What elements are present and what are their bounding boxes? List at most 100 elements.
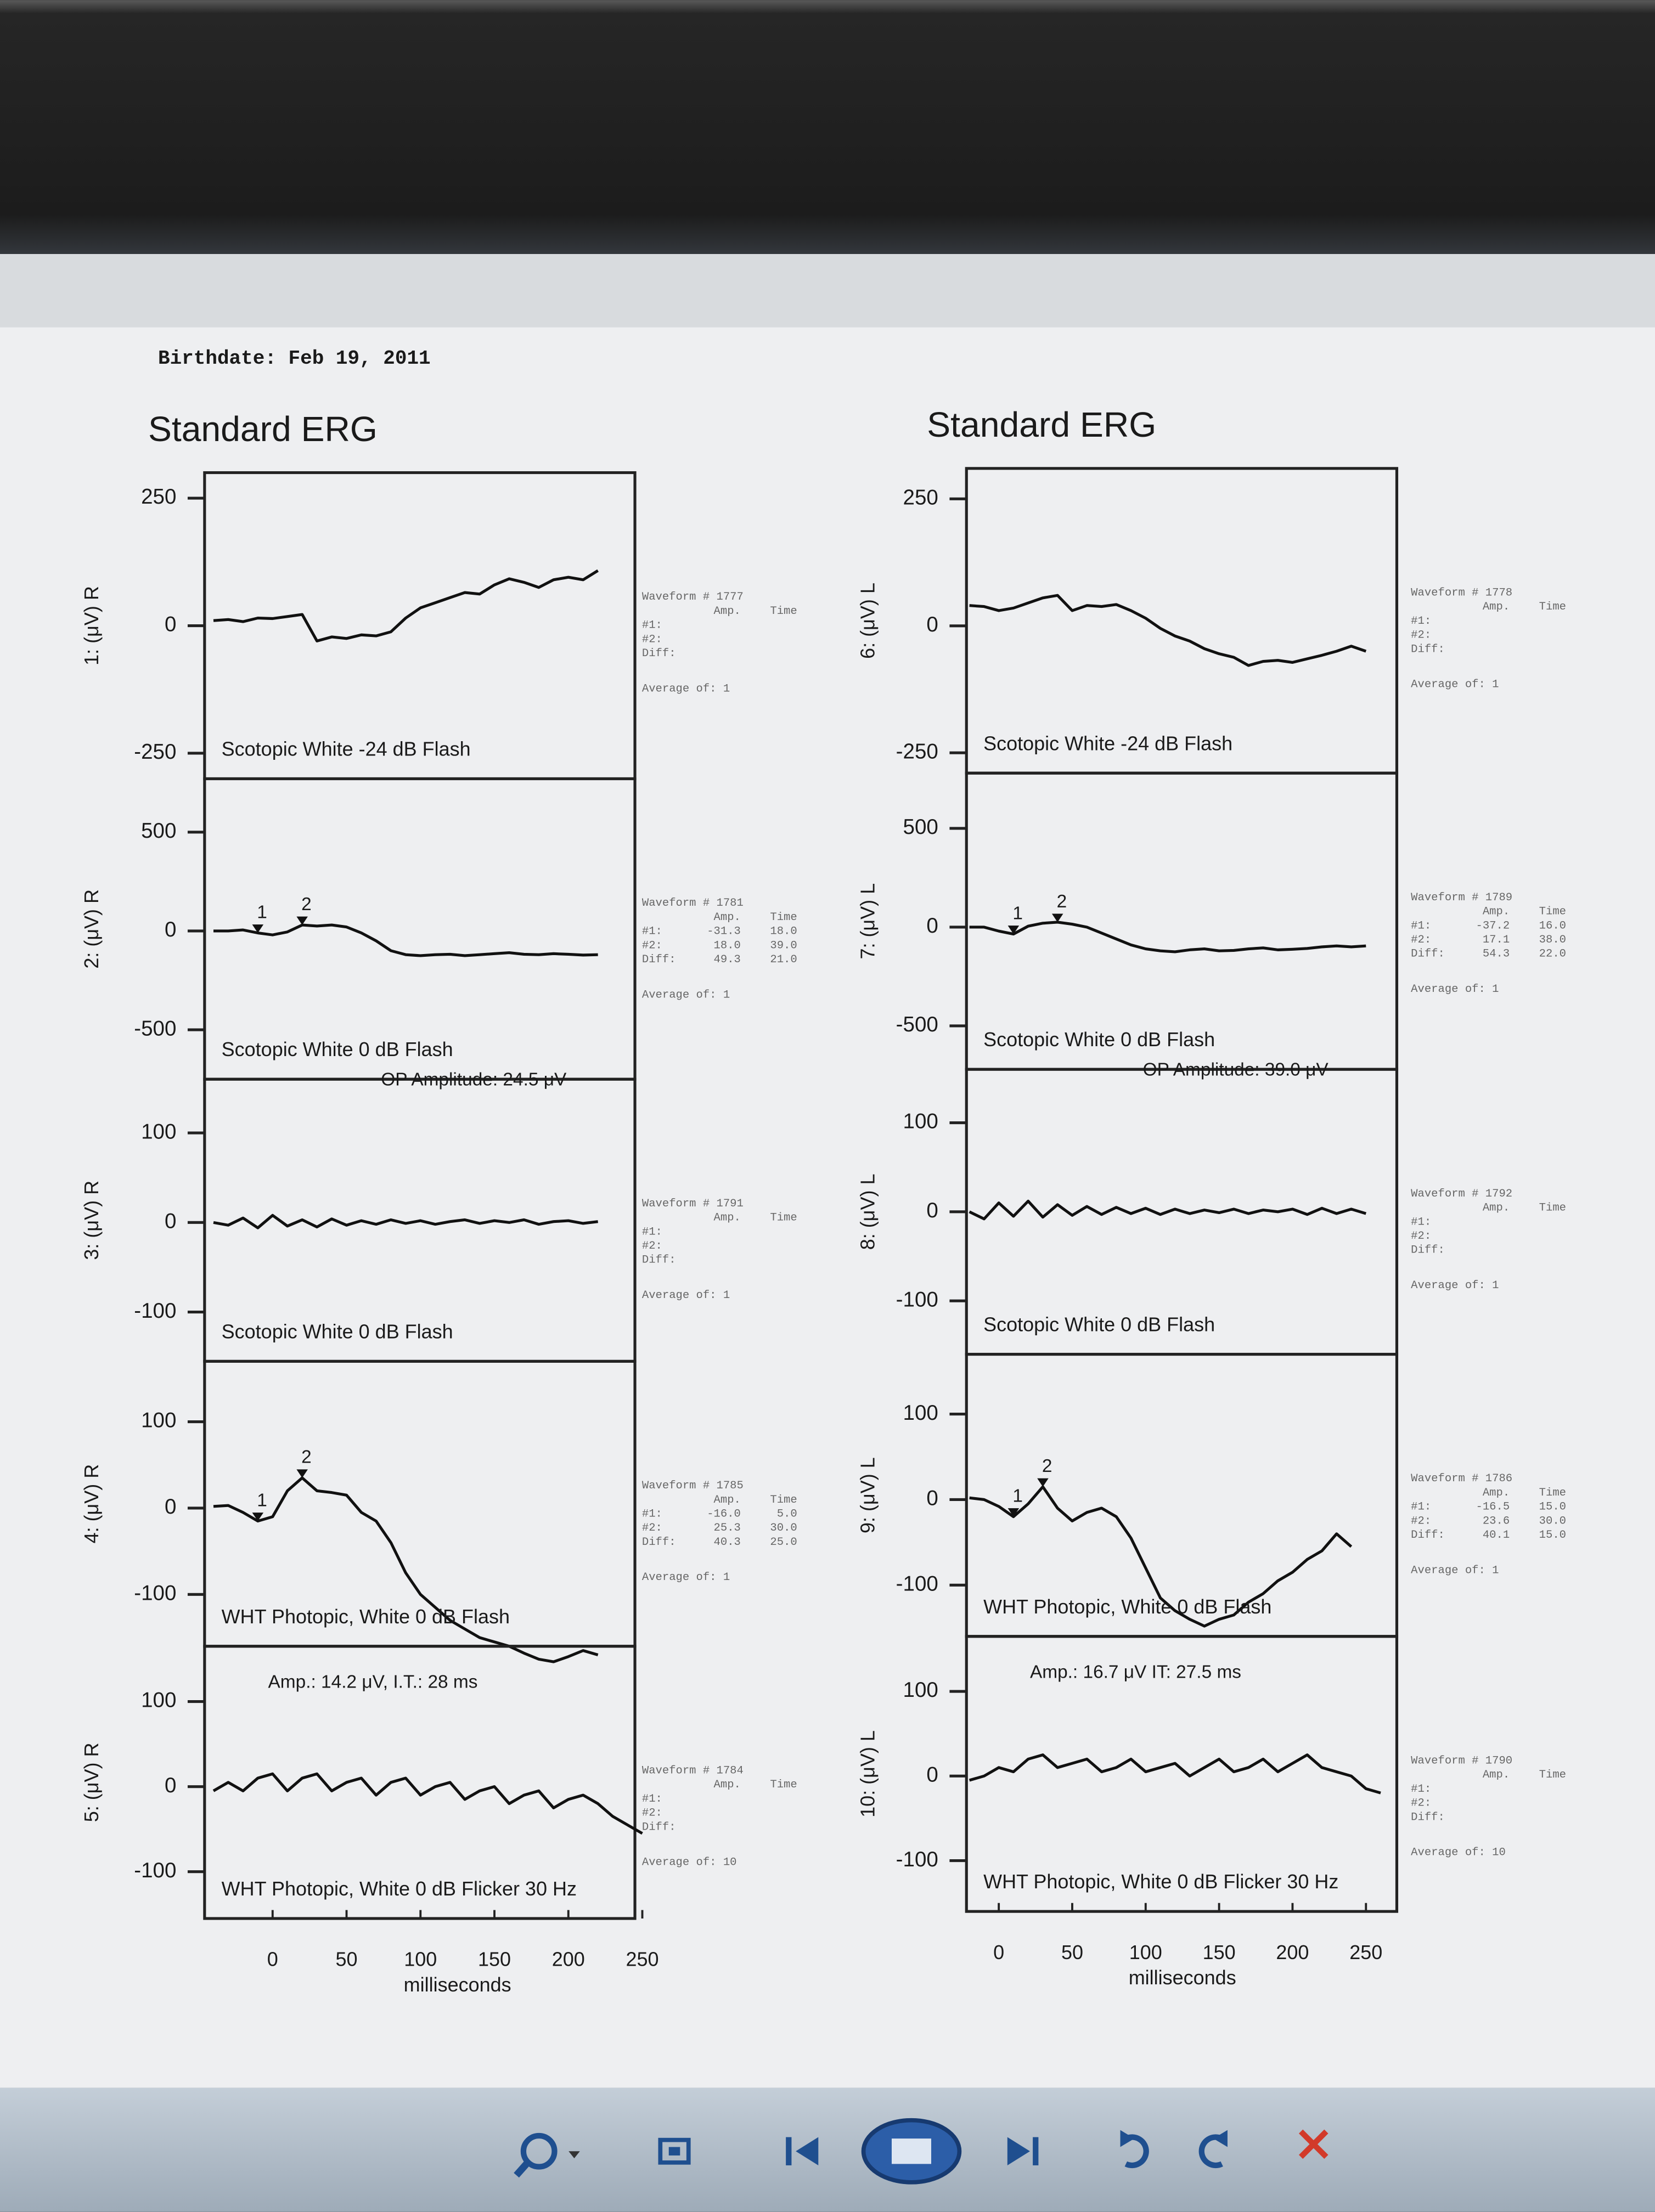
y-tick-label: -250	[134, 740, 176, 764]
y-axis-label: 7: (μV) L	[856, 883, 879, 960]
info-cell: 40.3	[714, 1536, 741, 1549]
y-tick-label: 0	[926, 1487, 938, 1510]
info-column: Amp.	[1483, 1202, 1510, 1215]
condition-label: WHT Photopic, White 0 dB Flash	[983, 1595, 1271, 1618]
condition-label: Scotopic White -24 dB Flash	[222, 738, 471, 760]
average-count: Average of: 1	[1411, 1279, 1499, 1292]
condition-label: Scotopic White -24 dB Flash	[983, 732, 1232, 754]
rotate-right-button[interactable]	[1198, 2130, 1228, 2169]
y-tick-label: 250	[903, 486, 938, 510]
waveform	[969, 594, 1367, 667]
info-cell: Diff:	[1411, 1244, 1445, 1257]
peak-label: 2	[301, 894, 312, 915]
measurement-annotation: Amp.: 16.7 μV IT: 27.5 ms	[1030, 1662, 1241, 1682]
next-button[interactable]	[1007, 2137, 1039, 2165]
peak-marker	[252, 924, 264, 933]
info-cell: #1:	[642, 1793, 662, 1805]
info-cell: Diff:	[642, 647, 676, 660]
charts: 1: (μV) R -250 0 250 Scotopic White -24 dB F…	[80, 467, 1566, 1996]
y-tick-label: 0	[165, 918, 176, 941]
info-cell: #2:	[1411, 934, 1431, 946]
peak-marker	[296, 1469, 308, 1478]
info-cell: #2:	[1411, 1515, 1431, 1527]
fit-button[interactable]	[658, 2137, 691, 2165]
monitor-bezel	[0, 0, 1655, 268]
y-axis-label: 8: (μV) L	[856, 1173, 879, 1250]
info-column: Time	[770, 1494, 797, 1506]
y-tick-label: 0	[165, 1495, 176, 1519]
info-cell: 30.0	[1539, 1515, 1566, 1527]
info-cell: #2:	[1411, 1230, 1431, 1243]
peak-marker	[1051, 913, 1063, 922]
measurement-annotation: OP Amplitude: 39.0 μV	[1143, 1060, 1329, 1080]
rotate-left-button[interactable]	[1120, 2130, 1149, 2169]
peak-label: 1	[1012, 1486, 1023, 1506]
info-cell: 18.0	[714, 939, 741, 952]
y-tick-label: -100	[134, 1299, 176, 1323]
waveform-id: Waveform # 1777	[642, 591, 744, 603]
info-cell: 38.0	[1539, 934, 1566, 946]
x-tick-label: 200	[1276, 1941, 1309, 1963]
average-count: Average of: 1	[642, 682, 730, 695]
y-axis-label: 1: (μV) R	[80, 586, 103, 665]
y-tick-label: 100	[903, 1678, 938, 1702]
info-cell: 39.0	[770, 939, 797, 952]
y-axis-label: 5: (μV) R	[80, 1743, 103, 1822]
y-tick-label: 100	[141, 1120, 176, 1143]
info-cell: Diff:	[1411, 1529, 1445, 1542]
average-count: Average of: 1	[642, 1571, 730, 1584]
info-cell: 25.0	[770, 1536, 797, 1549]
measurement-annotation: OP Amplitude: 24.5 μV	[381, 1070, 567, 1090]
condition-label: WHT Photopic, White 0 dB Flash	[222, 1605, 510, 1628]
x-axis-label: milliseconds	[404, 1973, 511, 1996]
x-axis-label: milliseconds	[1129, 1966, 1236, 1989]
info-cell: #1:	[642, 926, 662, 938]
x-tick-label: 150	[1203, 1941, 1236, 1963]
peak-marker	[296, 916, 308, 926]
average-count: Average of: 10	[642, 1857, 737, 1869]
condition-label: Scotopic White 0 dB Flash	[222, 1320, 453, 1342]
waveform-id: Waveform # 1784	[642, 1764, 744, 1777]
info-cell: #1:	[1411, 1501, 1431, 1514]
peak-label: 2	[1042, 1456, 1052, 1476]
waveform	[969, 1753, 1381, 1795]
condition-label: Scotopic White 0 dB Flash	[983, 1028, 1215, 1051]
delete-button[interactable]	[1298, 2129, 1328, 2159]
info-cell: 17.1	[1483, 934, 1510, 946]
waveform	[212, 1772, 643, 1835]
x-tick-label: 200	[552, 1948, 585, 1971]
condition-label: Scotopic White 0 dB Flash	[222, 1038, 453, 1060]
y-tick-label: 0	[926, 1199, 938, 1222]
info-cell: 30.0	[770, 1522, 797, 1534]
measurement-annotation: Amp.: 14.2 μV, I.T.: 28 ms	[268, 1672, 478, 1692]
waveform-id: Waveform # 1778	[1411, 587, 1512, 600]
info-cell: #1:	[1411, 919, 1431, 932]
condition-label: WHT Photopic, White 0 dB Flicker 30 Hz	[983, 1870, 1338, 1893]
info-cell: 21.0	[770, 953, 797, 966]
waveform-id: Waveform # 1785	[642, 1480, 744, 1492]
info-cell: 54.3	[1483, 948, 1510, 961]
info-column: Time	[770, 1779, 797, 1791]
panel-title: Standard ERG	[927, 405, 1156, 444]
slideshow-button[interactable]	[861, 2118, 962, 2185]
y-axis-label: 10: (μV) L	[856, 1730, 879, 1818]
y-tick-label: 250	[141, 485, 176, 509]
peak-label: 2	[301, 1447, 312, 1468]
y-tick-label: -100	[134, 1859, 176, 1882]
info-column: Time	[1539, 1202, 1566, 1215]
average-count: Average of: 1	[1411, 983, 1499, 996]
y-tick-label: -500	[134, 1017, 176, 1040]
info-cell: -16.5	[1476, 1501, 1510, 1514]
y-tick-label: -500	[896, 1013, 938, 1036]
previous-button[interactable]	[786, 2137, 819, 2165]
y-tick-label: 100	[903, 1401, 938, 1425]
waveform-id: Waveform # 1791	[642, 1198, 744, 1210]
y-tick-label: -250	[896, 740, 938, 763]
waveform	[213, 923, 598, 957]
y-tick-label: 0	[926, 1763, 938, 1787]
info-cell: #1:	[1411, 615, 1431, 628]
average-count: Average of: 1	[642, 989, 730, 1001]
zoom-button[interactable]	[514, 2132, 580, 2178]
info-column: Amp.	[1483, 1487, 1510, 1499]
waveform-id: Waveform # 1786	[1411, 1472, 1512, 1485]
